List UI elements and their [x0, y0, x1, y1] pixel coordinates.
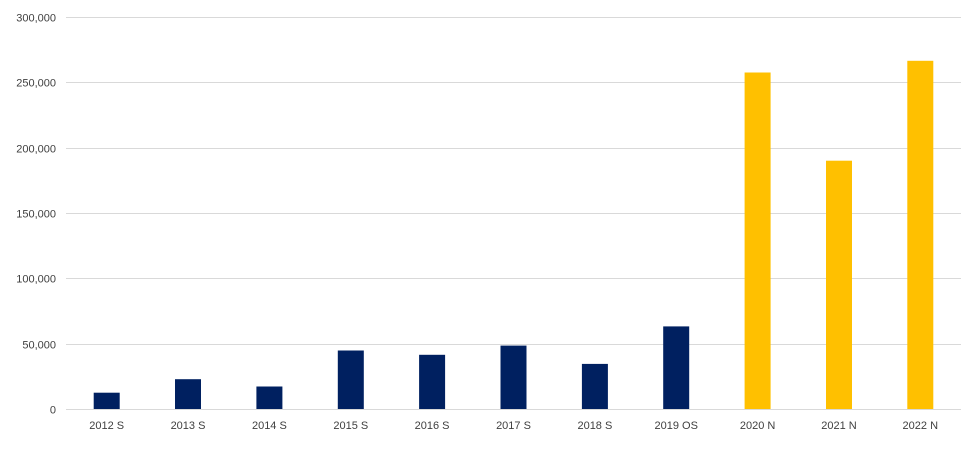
- y-axis-tick-labels: 0 50,000 100,000 150,000 200,000 250,000 300,0…: [16, 13, 56, 417]
- bar: [337, 350, 364, 409]
- x-tick-label: 2012 S: [89, 420, 124, 432]
- bar: [500, 345, 527, 409]
- y-tick-label: 250,000: [16, 78, 56, 90]
- x-axis-tick-labels: 2012 S 2013 S 2014 S 2015 S 2016 S 2017 S 2018…: [89, 420, 938, 432]
- y-tick-label: 150,000: [16, 209, 56, 221]
- x-tick-label: 2015 S: [333, 420, 368, 432]
- x-tick-label: 2021 N: [821, 420, 857, 432]
- y-tick-label: 100,000: [16, 274, 56, 286]
- y-tick-label: 50,000: [22, 340, 56, 352]
- x-tick-label: 2020 N: [740, 420, 776, 432]
- bar: [581, 363, 608, 409]
- bar: [663, 326, 690, 409]
- bar: [93, 392, 120, 409]
- bars: [93, 60, 934, 410]
- bar: [419, 354, 446, 409]
- x-tick-label: 2022 N: [903, 420, 939, 432]
- bar: [826, 160, 852, 409]
- y-tick-label: 300,000: [16, 13, 56, 25]
- x-tick-label: 2019 OS: [654, 420, 697, 432]
- bar: [744, 72, 771, 409]
- y-tick-label: 200,000: [16, 144, 56, 156]
- gridlines: [66, 17, 961, 410]
- bar: [256, 386, 283, 409]
- y-tick-label: 0: [50, 405, 56, 417]
- bar: [907, 60, 934, 410]
- bar: [175, 379, 201, 409]
- x-tick-label: 2016 S: [415, 420, 450, 432]
- x-tick-label: 2018 S: [577, 420, 612, 432]
- x-tick-label: 2014 S: [252, 420, 287, 432]
- x-tick-label: 2017 S: [496, 420, 531, 432]
- x-tick-label: 2013 S: [171, 420, 206, 432]
